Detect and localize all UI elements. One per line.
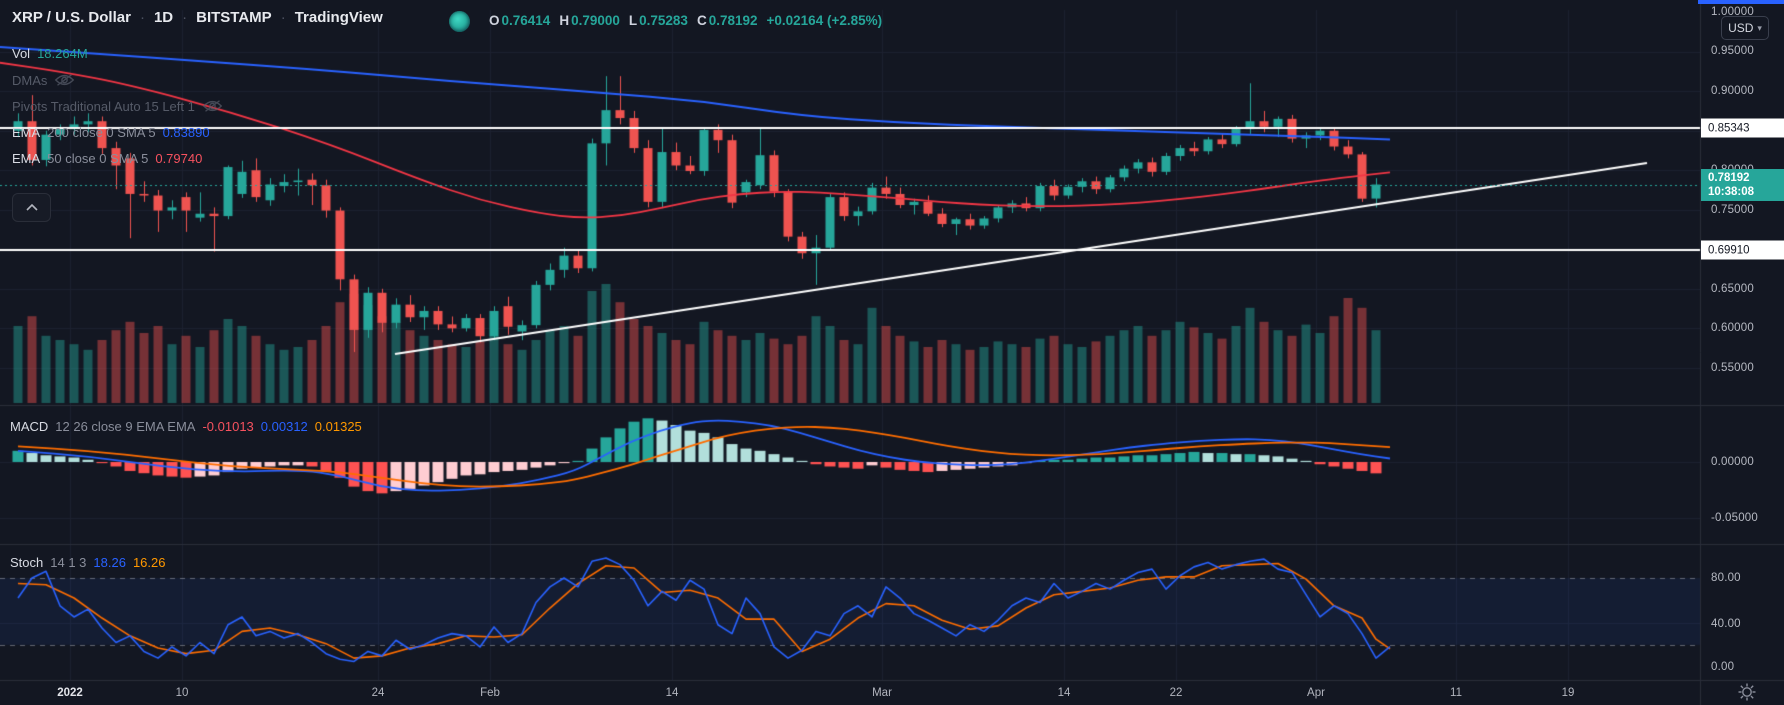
price-line-tag: 0.69910 <box>1701 240 1784 260</box>
close-label: C <box>696 13 707 28</box>
volume-legend-value: 18.264M <box>37 46 88 61</box>
macd-hist-value: -0.01013 <box>202 419 254 434</box>
stoch-d-value: 16.26 <box>132 555 166 570</box>
tradingview-logo-icon <box>449 11 470 32</box>
axis-top-strip <box>1698 0 1784 4</box>
macd-legend-label[interactable]: MACD <box>10 419 49 434</box>
time-axis-label: 14 <box>1057 687 1071 699</box>
close-value: 0.78192 <box>708 13 758 28</box>
price-line-tag: 0.85343 <box>1701 118 1784 138</box>
ema200-legend-params: 200 close 0 SMA 5 <box>47 125 156 140</box>
time-axis-label: 2022 <box>57 687 83 699</box>
price-axis-label: -0.05000 <box>1711 512 1758 524</box>
open-value: 0.76414 <box>501 13 551 28</box>
ema50-legend-params: 50 close 0 SMA 5 <box>47 151 149 166</box>
ema200-legend[interactable]: EMA 200 close 0 SMA 5 0.83890 <box>12 125 210 140</box>
high-value: 0.79000 <box>571 13 620 28</box>
price-axis-label: 0.60000 <box>1711 322 1754 334</box>
ema50-legend[interactable]: EMA 50 close 0 SMA 5 0.79740 <box>12 151 202 166</box>
ohlc-values: O 0.76414 H 0.79000 L 0.75283 C 0.78192 … <box>489 13 882 28</box>
dmas-legend-label[interactable]: DMAs <box>12 72 48 88</box>
time-axis-label: Mar <box>872 687 892 699</box>
chevron-down-icon: ▾ <box>1757 22 1762 33</box>
eye-hidden-icon[interactable] <box>54 72 75 88</box>
time-axis-label: Feb <box>480 687 500 699</box>
stoch-legend-params: 14 1 3 <box>50 555 87 570</box>
price-axis-label: 40.00 <box>1711 618 1741 630</box>
eye-hidden-icon[interactable] <box>202 98 223 114</box>
macd-legend[interactable]: MACD 12 26 close 9 EMA EMA -0.01013 0.00… <box>10 419 362 434</box>
price-axis-label: 0.75000 <box>1711 204 1754 216</box>
price-axis-label: 0.00000 <box>1711 456 1754 468</box>
volume-legend-label[interactable]: Vol <box>12 46 31 61</box>
high-label: H <box>559 13 570 28</box>
macd-signal-value: 0.01325 <box>314 419 362 434</box>
brand-label: TradingView <box>294 9 383 26</box>
time-axis-label: Apr <box>1307 687 1325 699</box>
price-axis-label: 0.65000 <box>1711 283 1754 295</box>
low-value: 0.75283 <box>639 13 688 28</box>
pivots-legend-label[interactable]: Pivots Traditional Auto 15 Left 1 <box>12 98 195 114</box>
stoch-legend-label[interactable]: Stoch <box>10 555 44 570</box>
dmas-legend[interactable]: DMAs <box>12 72 75 88</box>
stoch-legend[interactable]: Stoch 14 1 3 18.26 16.26 <box>10 555 166 570</box>
open-label: O <box>489 13 500 28</box>
price-axis-label: 80.00 <box>1711 572 1741 584</box>
bar-countdown: 10:38:08 <box>1708 186 1755 198</box>
timezone-settings-icon[interactable] <box>1737 682 1757 702</box>
price-axis-label: 1.00000 <box>1711 6 1754 18</box>
time-axis-label: 10 <box>175 687 189 699</box>
time-axis-label: 24 <box>371 687 385 699</box>
separator-dot: · <box>182 9 188 26</box>
ema200-legend-label[interactable]: EMA <box>12 125 41 140</box>
macd-legend-params: 12 26 close 9 EMA EMA <box>55 419 196 434</box>
price-axis-label: 0.00 <box>1711 661 1735 673</box>
macd-line-value: 0.00312 <box>260 419 308 434</box>
exchange-label: BITSTAMP <box>196 9 272 26</box>
currency-dropdown[interactable]: USD ▾ <box>1721 16 1769 40</box>
currency-label: USD <box>1728 21 1754 35</box>
symbol-title[interactable]: XRP / U.S. Dollar <box>12 9 131 26</box>
interval-label[interactable]: 1D <box>153 9 174 26</box>
ema50-legend-label[interactable]: EMA <box>12 151 41 166</box>
pivots-legend[interactable]: Pivots Traditional Auto 15 Left 1 <box>12 98 223 114</box>
time-axis-label: 11 <box>1450 687 1462 699</box>
ema50-legend-value: 0.79740 <box>155 151 203 166</box>
change-value: +0.02164 (+2.85%) <box>766 13 883 28</box>
price-axis-label: 0.95000 <box>1711 45 1754 57</box>
price-axis-label: 0.90000 <box>1711 85 1754 97</box>
ema200-legend-value: 0.83890 <box>162 125 210 140</box>
time-axis-label: 19 <box>1561 687 1575 699</box>
volume-legend[interactable]: Vol 18.264M <box>12 46 88 61</box>
separator-dot: · <box>139 9 145 26</box>
separator-dot: · <box>280 9 286 26</box>
collapse-legend-button[interactable] <box>12 193 51 222</box>
time-axis-label: 22 <box>1169 687 1183 699</box>
chevron-up-icon <box>25 204 38 211</box>
stoch-k-value: 18.26 <box>93 555 126 570</box>
low-label: L <box>628 13 638 28</box>
current-price-value: 0.78192 <box>1708 172 1750 184</box>
symbol-header[interactable]: XRP / U.S. Dollar · 1D · BITSTAMP · Trad… <box>12 9 383 26</box>
time-axis-label: 14 <box>665 687 679 699</box>
price-axis-label: 0.55000 <box>1711 362 1754 374</box>
current-price-tag: 0.78192 10:38:08 <box>1701 169 1784 201</box>
